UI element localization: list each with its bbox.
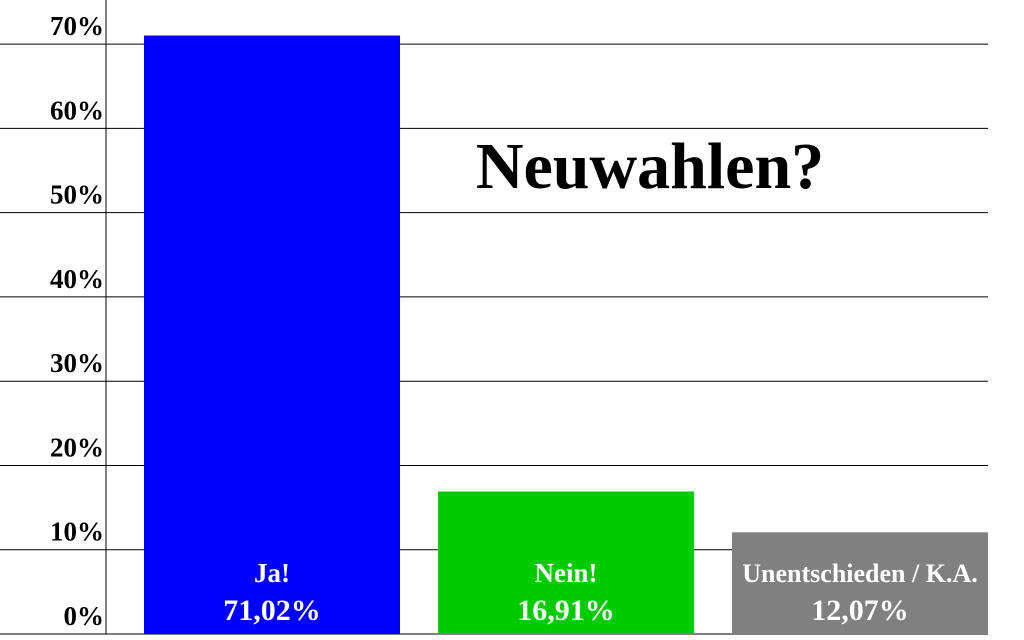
y-tick-label: 50%: [50, 180, 104, 210]
value-label: 12,07%: [811, 594, 909, 627]
value-label: 16,91%: [517, 594, 615, 627]
bar: [144, 35, 400, 634]
y-tick-label: 40%: [50, 264, 104, 294]
value-label: 71,02%: [223, 594, 321, 627]
chart-title: Neuwahlen?: [476, 130, 824, 203]
y-tick-label: 30%: [50, 348, 104, 378]
bar: [438, 491, 694, 634]
category-label: Nein!: [535, 558, 598, 588]
y-tick-label: 60%: [50, 95, 104, 125]
category-label: Ja!: [254, 558, 290, 588]
y-tick-label: 70%: [50, 11, 104, 41]
y-tick-label: 0%: [64, 601, 105, 631]
y-tick-label: 10%: [50, 517, 104, 547]
bar: [732, 532, 988, 634]
category-label: Unentschieden / K.A.: [742, 559, 977, 588]
y-tick-label: 20%: [50, 432, 104, 462]
